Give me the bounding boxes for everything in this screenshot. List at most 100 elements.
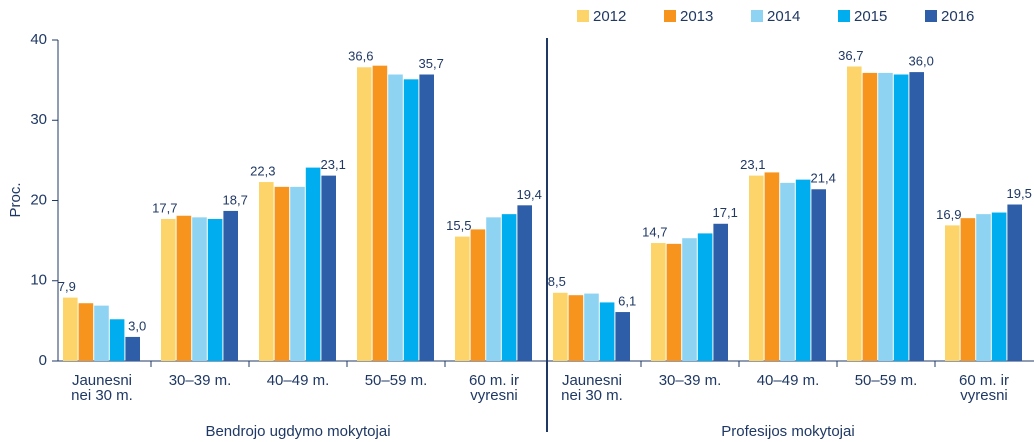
value-label: 19,5	[1007, 186, 1032, 201]
x-tick-label: 40–49 m.	[266, 372, 330, 389]
bar	[455, 236, 470, 361]
x-tick-label: 50–59 m.	[364, 372, 428, 389]
legend-label: 2012	[593, 8, 626, 25]
y-tick-label: 0	[39, 352, 47, 369]
value-label: 23,1	[740, 157, 765, 172]
bar	[847, 66, 862, 362]
bar	[749, 175, 764, 361]
x-tick-label: 30–39 m.	[658, 372, 722, 389]
legend-label: 2013	[680, 8, 713, 25]
bar	[651, 243, 666, 361]
value-label: 23,1	[321, 157, 346, 172]
bar	[109, 319, 125, 361]
bar	[795, 179, 811, 361]
bar	[321, 175, 336, 361]
bar	[764, 172, 780, 361]
value-label: 17,7	[152, 200, 177, 215]
bar	[125, 336, 140, 361]
bar	[259, 182, 274, 361]
x-tick-label: 50–59 m.	[854, 372, 918, 389]
bar	[878, 72, 893, 361]
legend-swatch	[664, 10, 676, 22]
legend-swatch	[751, 10, 763, 22]
value-label: 18,7	[223, 192, 248, 207]
value-label: 36,0	[909, 54, 934, 69]
bar	[274, 186, 290, 361]
x-tick-label: 60 m. ir vyresni	[468, 372, 519, 404]
value-label: 22,3	[250, 163, 275, 178]
value-label: 36,6	[348, 49, 373, 64]
legend-swatch	[577, 10, 589, 22]
bar	[94, 305, 109, 361]
x-tick-label: Jaunesni nei 30 m.	[561, 372, 623, 404]
x-tick-label: 60 m. ir vyresni	[958, 372, 1009, 404]
value-label: 8,5	[548, 274, 566, 289]
value-label: 15,5	[446, 218, 471, 233]
bar	[976, 214, 991, 361]
value-label: 16,9	[936, 207, 961, 222]
y-tick-label: 10	[30, 272, 47, 289]
y-axis-label: Proc.	[7, 182, 24, 217]
bar	[615, 312, 630, 361]
bar	[372, 65, 388, 362]
bar	[780, 182, 795, 361]
bar	[945, 225, 960, 361]
x-tick-label: Jaunesni nei 30 m.	[71, 372, 133, 404]
bar	[553, 292, 568, 361]
bar	[991, 212, 1007, 361]
bar	[909, 72, 924, 361]
x-tick-label: 30–39 m.	[168, 372, 232, 389]
y-tick-label: 20	[30, 191, 47, 208]
legend-label: 2014	[767, 8, 800, 25]
value-label: 6,1	[618, 293, 636, 308]
value-label: 19,4	[517, 187, 542, 202]
bar	[584, 293, 599, 361]
bar	[862, 72, 878, 361]
value-label: 36,7	[838, 48, 863, 63]
legend-label: 2015	[854, 8, 887, 25]
bar	[599, 302, 615, 361]
legend-swatch	[925, 10, 937, 22]
bar	[176, 215, 192, 361]
legend-label: 2016	[941, 8, 974, 25]
value-label: 14,7	[642, 224, 667, 239]
y-tick-label: 30	[30, 111, 47, 128]
bar	[811, 189, 826, 361]
bar	[290, 186, 305, 361]
bar	[470, 229, 486, 361]
value-label: 35,7	[419, 56, 444, 71]
bar	[357, 67, 372, 361]
bar	[223, 210, 238, 361]
bar	[568, 295, 584, 361]
bar	[388, 74, 403, 361]
legend-swatch	[838, 10, 850, 22]
bar	[63, 297, 78, 361]
bar	[192, 217, 207, 361]
x-tick-label: 40–49 m.	[756, 372, 820, 389]
bar	[161, 218, 176, 361]
bar	[207, 218, 223, 361]
bar	[1007, 204, 1022, 361]
value-label: 21,4	[811, 171, 836, 186]
y-tick-label: 40	[30, 31, 47, 48]
bar	[403, 79, 419, 361]
bar	[697, 233, 713, 361]
bar	[517, 205, 532, 361]
bar	[419, 74, 434, 361]
value-label: 3,0	[128, 318, 146, 333]
group-label: Bendrojo ugdymo mokytojai	[205, 423, 390, 440]
bar	[78, 303, 94, 361]
bar	[960, 218, 976, 361]
bar	[893, 74, 909, 361]
bar	[666, 243, 682, 361]
bar	[713, 223, 728, 361]
bar	[501, 214, 517, 361]
bar	[305, 167, 321, 361]
bar	[486, 217, 501, 361]
group-label: Profesijos mokytojai	[721, 423, 854, 440]
value-label: 7,9	[58, 279, 76, 294]
value-label: 17,1	[713, 205, 738, 220]
bar	[682, 238, 697, 361]
